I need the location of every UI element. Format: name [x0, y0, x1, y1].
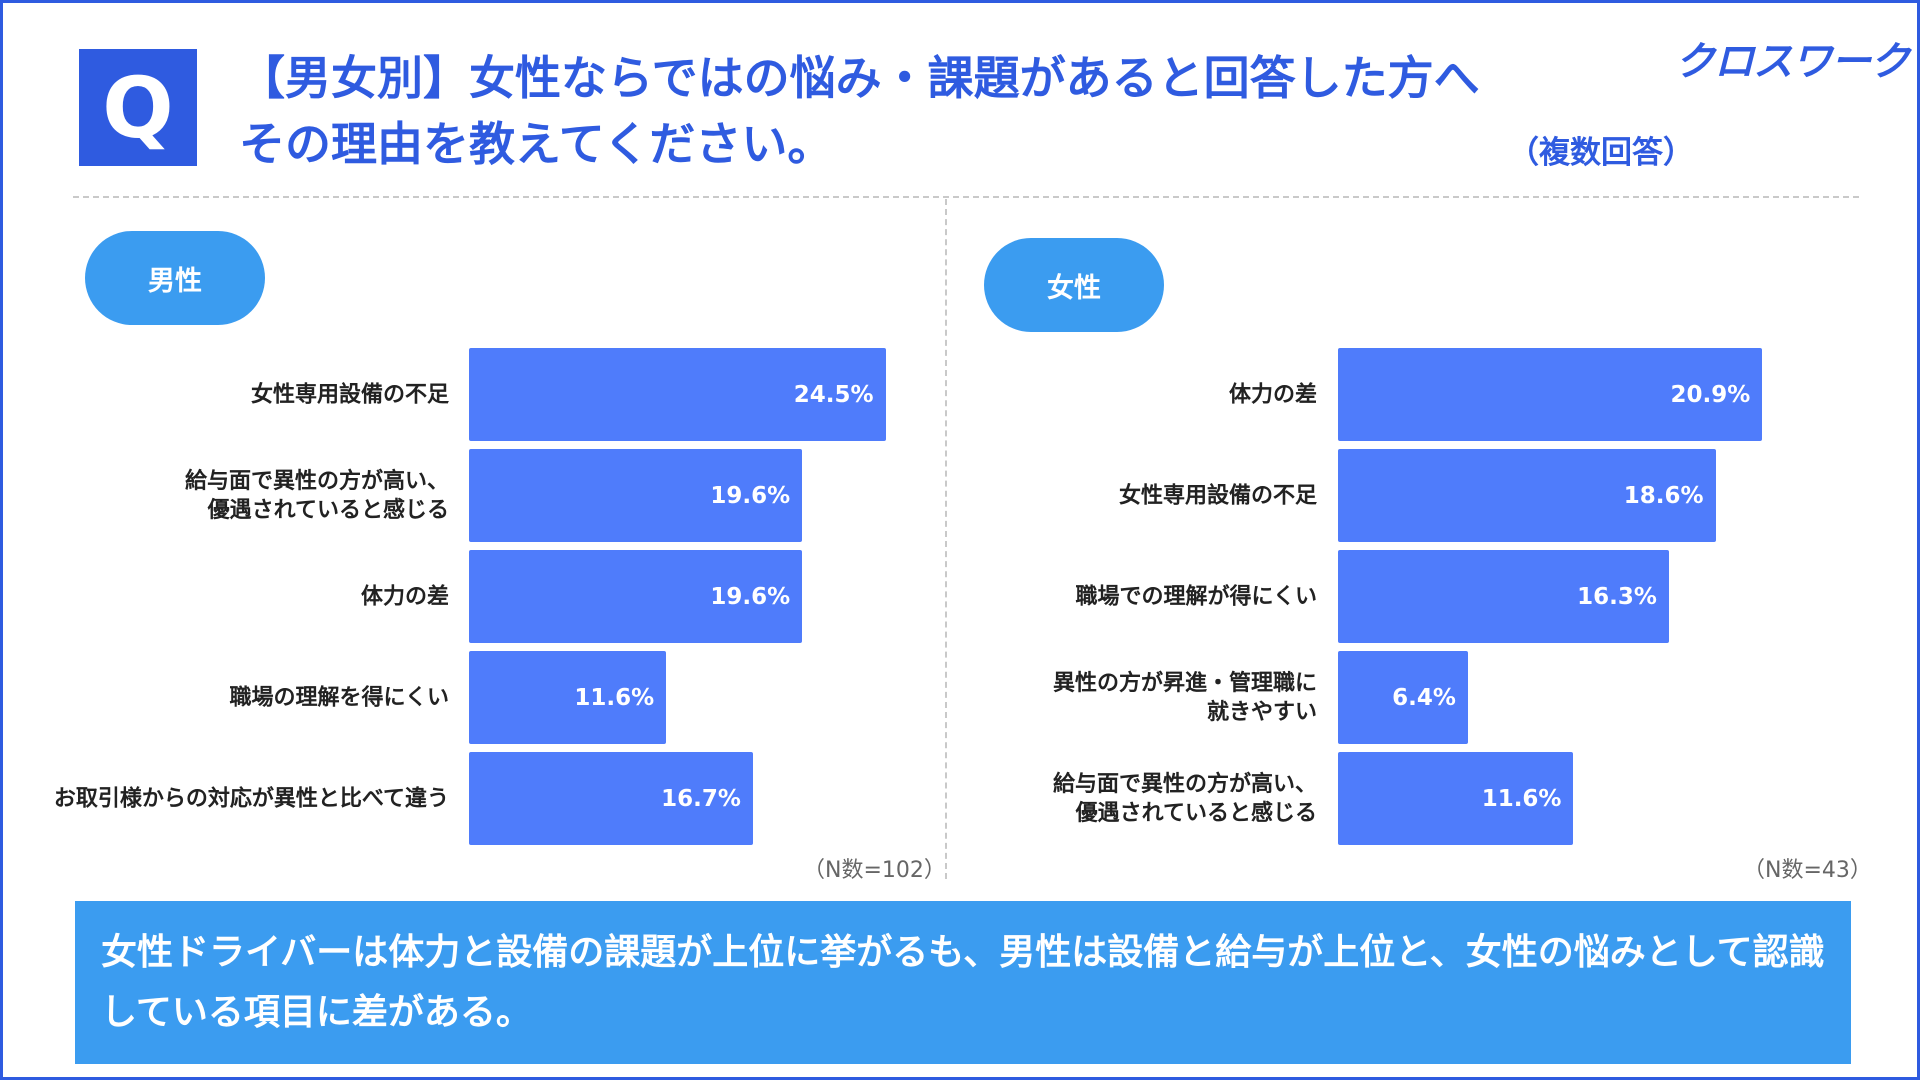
male-bar	[469, 651, 667, 744]
male-bar	[469, 449, 803, 542]
female-bar	[1338, 348, 1763, 441]
male-value-label: 24.5%	[793, 381, 874, 408]
male-value-label: 19.6%	[710, 583, 791, 610]
page-title: 【男女別】女性ならではの悩み・課題があると回答した方へ その理由を教えてください…	[239, 51, 1480, 171]
female-value-label: 11.6%	[1481, 785, 1562, 812]
male-category-label: 女性専用設備の不足	[250, 382, 449, 407]
female-bar	[1338, 550, 1669, 643]
male-bar	[469, 550, 803, 643]
female-value-label: 6.4%	[1392, 684, 1456, 711]
summary-box: 女性ドライバーは体力と設備の課題が上位に挙がるも、男性は設備と給与が上位と、女性…	[75, 901, 1851, 1064]
female-category-label: 異性の方が昇進・管理職に 就きやすい	[1052, 670, 1317, 725]
male-value-label: 19.6%	[710, 482, 791, 509]
male-value-label: 16.7%	[661, 785, 741, 812]
female-category-label: 給与面で異性の方が高い、 優遇されていると感じる	[1052, 771, 1317, 826]
male-value-label: 11.6%	[574, 684, 655, 711]
female-value-label: 20.9%	[1670, 381, 1751, 408]
female-value-label: 16.3%	[1577, 583, 1657, 610]
female-value-label: 18.6%	[1623, 482, 1704, 509]
panel-divider	[945, 199, 947, 879]
male-bar	[469, 348, 886, 441]
male-category-label: 職場の理解を得にくい	[229, 685, 449, 710]
male-group-pill: 男性	[85, 231, 265, 325]
female-category-label: 職場での理解が得にくい	[1075, 584, 1317, 609]
multiple-answer-note: （複数回答）	[1508, 135, 1694, 171]
female-sample-size: （N数=43）	[1743, 858, 1872, 883]
female-category-label: 女性専用設備の不足	[1118, 483, 1317, 508]
male-category-label: 体力の差	[360, 584, 449, 609]
male-sample-size: （N数=102）	[803, 858, 946, 883]
female-group-pill: 女性	[984, 238, 1164, 332]
female-bar	[1338, 651, 1468, 744]
male-category-label: お取引様からの対応が異性と比べて違う	[53, 786, 449, 811]
female-bar	[1338, 752, 1574, 845]
header-divider	[73, 196, 1859, 198]
female-bar	[1338, 449, 1716, 542]
question-mark-badge: Q	[79, 49, 197, 166]
male-bar	[469, 752, 753, 845]
male-category-label: 給与面で異性の方が高い、 優遇されていると感じる	[184, 468, 449, 523]
female-category-label: 体力の差	[1228, 382, 1317, 407]
brand-logo: クロスワーク	[1675, 39, 1910, 85]
summary-text: 女性ドライバーは体力と設備の課題が上位に挙がるも、男性は設備と給与が上位と、女性…	[101, 932, 1825, 1033]
